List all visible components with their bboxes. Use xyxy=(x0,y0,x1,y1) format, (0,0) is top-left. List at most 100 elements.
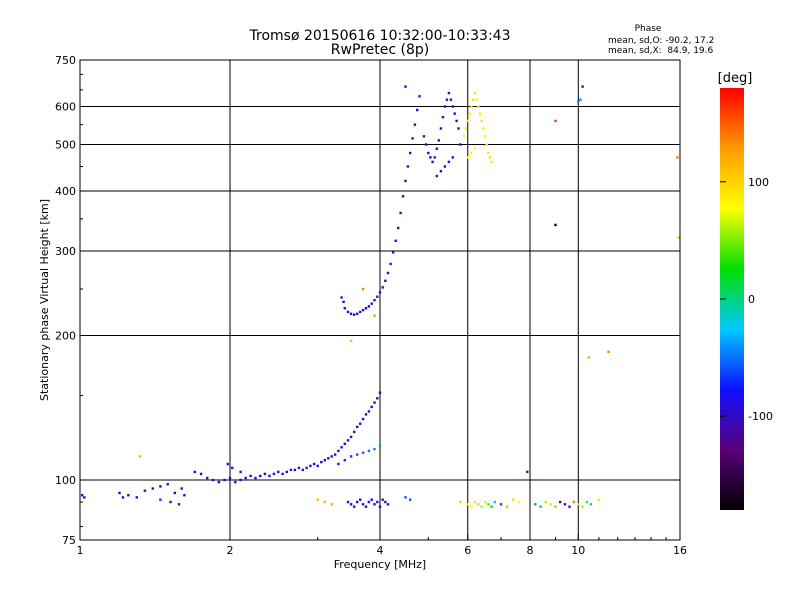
data-point xyxy=(127,494,130,497)
data-point xyxy=(359,310,362,314)
data-point xyxy=(367,449,371,453)
data-point xyxy=(490,505,493,508)
y-tick-label: 200 xyxy=(55,330,76,343)
data-point xyxy=(340,446,343,449)
data-point xyxy=(349,312,353,315)
data-point xyxy=(356,500,359,504)
data-point xyxy=(226,462,229,466)
data-point xyxy=(183,494,186,497)
colorbar-ticks: 100 0 -100 xyxy=(720,176,773,423)
data-point xyxy=(297,466,301,470)
data-point xyxy=(422,135,426,138)
data-point xyxy=(263,472,267,476)
axis-ticks: 1 2 4 6 8 10 16 75 100 200 300 400 500 600 750 xyxy=(55,54,687,557)
data-point xyxy=(404,179,407,183)
data-point xyxy=(342,300,345,304)
data-point xyxy=(367,410,371,413)
data-point xyxy=(455,119,458,123)
data-point xyxy=(301,468,304,472)
data-point xyxy=(312,462,316,466)
data-point xyxy=(451,105,454,108)
data-point xyxy=(323,500,326,504)
data-point xyxy=(499,503,503,506)
data-point xyxy=(480,505,483,508)
data-point xyxy=(579,98,582,101)
data-point xyxy=(268,474,271,478)
data-point xyxy=(493,500,496,504)
data-point xyxy=(281,472,284,476)
data-point xyxy=(323,459,326,462)
data-point xyxy=(346,310,350,314)
data-point xyxy=(397,226,400,230)
data-point xyxy=(277,470,280,474)
x-tick-label: 10 xyxy=(571,544,585,557)
data-point xyxy=(473,147,476,150)
data-point xyxy=(173,491,176,495)
y-tick-label: 500 xyxy=(55,139,76,152)
data-point xyxy=(416,108,419,112)
data-point xyxy=(443,165,447,168)
data-point xyxy=(316,498,319,501)
data-point xyxy=(473,91,476,95)
colorbar-tick-label: -100 xyxy=(748,410,773,423)
data-point xyxy=(370,405,373,409)
data-point xyxy=(539,505,542,508)
data-point xyxy=(166,483,169,486)
data-point xyxy=(399,211,402,215)
x-axis-title: Frequency [MHz] xyxy=(334,558,426,571)
data-point xyxy=(370,302,373,305)
data-point xyxy=(466,156,469,159)
colorbar-unit-label: [deg] xyxy=(718,71,753,86)
data-point xyxy=(159,498,162,501)
data-point xyxy=(370,498,373,501)
data-point xyxy=(143,489,147,492)
data-point xyxy=(485,143,488,146)
data-point xyxy=(367,305,371,308)
data-point xyxy=(406,165,410,168)
data-point xyxy=(151,487,154,490)
data-point xyxy=(234,480,237,484)
data-point xyxy=(391,251,395,254)
data-point xyxy=(349,339,353,342)
data-point xyxy=(378,444,382,447)
data-point xyxy=(435,174,438,178)
data-point xyxy=(83,496,86,499)
y-axis-title: Stationary phase Virtual Height [km] xyxy=(38,199,51,401)
data-point xyxy=(544,500,547,504)
data-point xyxy=(477,503,480,506)
data-point xyxy=(480,119,483,123)
data-point xyxy=(488,156,492,159)
data-point xyxy=(376,500,379,504)
data-point xyxy=(581,505,584,508)
data-point xyxy=(177,503,181,506)
data-point xyxy=(526,470,529,474)
colorbar-tick-label: 100 xyxy=(748,176,769,189)
data-point xyxy=(193,470,196,474)
data-point xyxy=(457,127,460,130)
data-point xyxy=(361,503,365,506)
data-point xyxy=(441,116,445,119)
data-point xyxy=(135,496,138,499)
data-point xyxy=(439,127,443,130)
data-point xyxy=(316,464,319,468)
data-point xyxy=(244,476,247,480)
phase-info-title: Phase xyxy=(635,24,662,34)
data-point xyxy=(506,505,509,508)
data-point xyxy=(471,98,475,101)
data-point xyxy=(367,500,371,504)
data-point xyxy=(381,286,384,289)
data-point xyxy=(445,98,449,101)
data-point xyxy=(437,139,440,142)
data-point xyxy=(411,137,414,140)
data-point xyxy=(589,503,593,506)
data-point xyxy=(343,307,346,310)
data-point xyxy=(462,135,466,138)
data-point xyxy=(389,262,392,266)
data-point xyxy=(466,119,469,123)
data-point xyxy=(373,314,376,317)
phase-info-x: mean, sd,X: 84.9, 19.6 xyxy=(608,46,714,56)
data-point xyxy=(340,296,343,299)
data-point xyxy=(333,453,337,456)
data-point xyxy=(404,85,407,88)
